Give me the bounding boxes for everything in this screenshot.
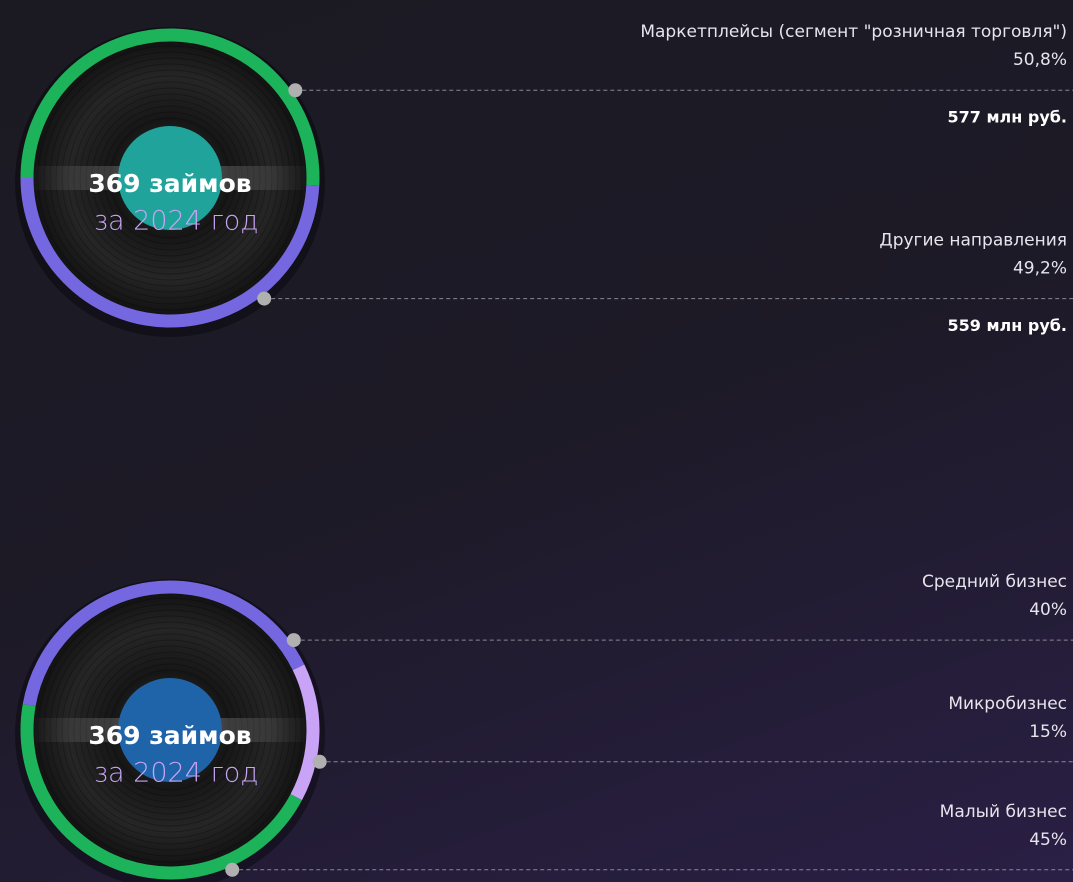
center-subtitle: за 2024 год	[93, 206, 258, 237]
infographic: 369 займов за 2024 год Маркетплейсы (сегме…	[0, 0, 1073, 882]
leader-dot	[257, 292, 271, 306]
leader-dot	[288, 83, 302, 97]
category-label: Маркетплейсы (сегмент "розничная торговл…	[640, 22, 1067, 42]
category-label: Другие направления	[879, 231, 1067, 251]
leader-dot	[225, 863, 239, 877]
value-label: 50,8%	[1013, 50, 1067, 70]
category-label: Малый бизнес	[940, 802, 1067, 822]
leader-dot	[287, 633, 301, 647]
center-title: 369 займов	[88, 721, 251, 750]
value-label: 49,2%	[1013, 259, 1067, 279]
leader-dot	[313, 755, 327, 769]
value-label: 45%	[1029, 830, 1067, 850]
center-title: 369 займов	[88, 169, 251, 198]
value-label: 15%	[1029, 722, 1067, 742]
center-subtitle: за 2024 год	[93, 758, 258, 789]
amount-label: 559 млн руб.	[947, 316, 1067, 335]
value-label: 40%	[1029, 600, 1067, 620]
amount-label: 577 млн руб.	[947, 108, 1067, 127]
category-label: Микробизнес	[948, 694, 1067, 714]
category-label: Средний бизнес	[922, 572, 1067, 592]
